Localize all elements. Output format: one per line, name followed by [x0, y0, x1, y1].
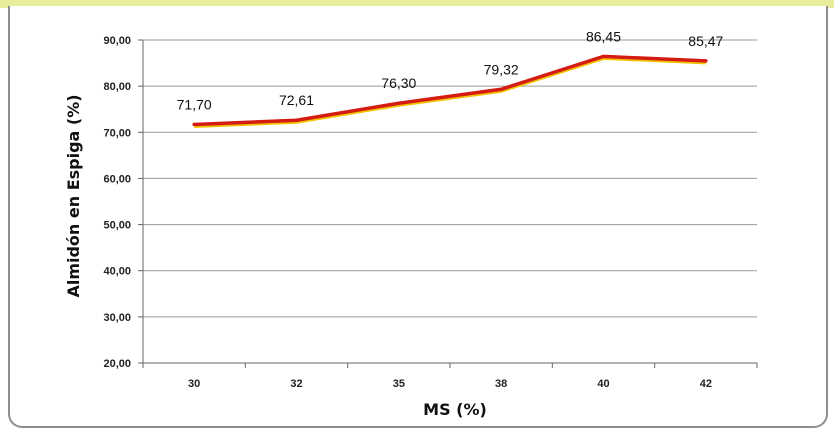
y-tick-label: 80,00 — [103, 81, 131, 93]
y-axis-ticks: 20,00 30,00 40,00 50,00 60,00 70,00 80,00 90,00 — [103, 35, 143, 370]
data-label: 72,61 — [279, 92, 314, 108]
x-tick-label: 40 — [597, 378, 609, 390]
x-tick-label: 30 — [188, 378, 200, 390]
x-tick-label: 38 — [495, 378, 507, 390]
y-tick-label: 60,00 — [103, 173, 131, 185]
x-axis: 30 32 35 38 40 42 — [142, 40, 758, 390]
y-tick-label: 30,00 — [103, 312, 131, 324]
data-label: 79,32 — [484, 61, 519, 77]
data-label: 86,45 — [586, 28, 621, 44]
y-tick-label: 70,00 — [103, 127, 131, 139]
x-tick-label: 35 — [393, 378, 405, 390]
chart-panel — [8, 6, 828, 428]
y-tick-label: 50,00 — [103, 220, 131, 232]
series-layer — [192, 54, 708, 128]
gridlines — [143, 39, 757, 364]
y-tick-label: 90,00 — [103, 35, 131, 47]
data-label: 76,30 — [381, 75, 416, 91]
y-tick-label: 40,00 — [103, 266, 131, 278]
top-band — [0, 0, 834, 8]
data-label: 71,70 — [177, 96, 212, 112]
data-labels: 71,70 72,61 76,30 79,32 86,45 85,47 — [177, 28, 724, 112]
y-tick-label: 20,00 — [103, 358, 131, 370]
data-label: 85,47 — [688, 33, 723, 49]
series-line-shadow — [194, 55, 706, 128]
y-axis-title: Almidón en Espiga (%) — [64, 94, 83, 297]
x-tick-label: 32 — [290, 378, 302, 390]
x-axis-title: MS (%) — [423, 400, 487, 419]
x-tick-label: 42 — [700, 378, 712, 390]
series-line — [192, 54, 708, 127]
